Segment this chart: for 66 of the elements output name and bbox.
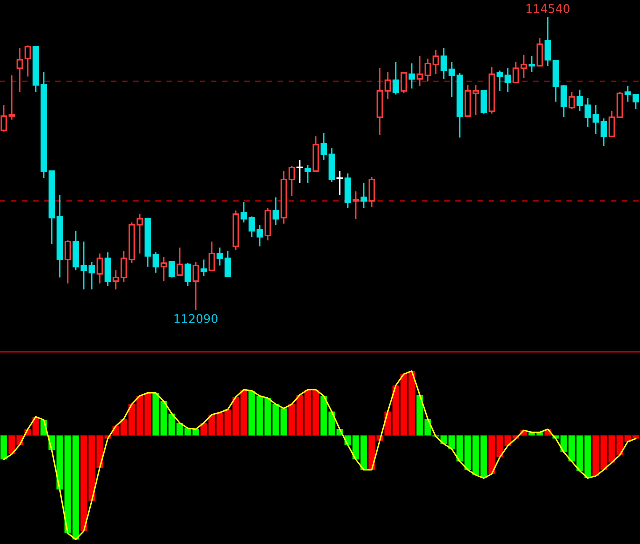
- candlestick: [160, 256, 168, 282]
- candlestick: [360, 182, 368, 210]
- candlestick: [416, 56, 424, 88]
- candlestick: [224, 250, 232, 278]
- candlestick: [176, 247, 184, 276]
- candlestick: [440, 47, 448, 80]
- candlestick: [304, 164, 312, 184]
- candlestick: [560, 84, 568, 118]
- candlestick: [520, 54, 528, 79]
- candlestick: [336, 170, 344, 196]
- candlestick: [472, 84, 480, 116]
- candlestick: [576, 89, 584, 112]
- candlestick: [192, 261, 200, 310]
- candlestick: [424, 58, 432, 82]
- candlestick: [528, 56, 536, 73]
- candlestick: [16, 47, 24, 94]
- candlestick: [216, 247, 224, 266]
- candlestick: [288, 166, 296, 198]
- candlestick: [0, 104, 8, 133]
- candlestick: [112, 270, 120, 290]
- candlestick: [368, 176, 376, 208]
- candlestick: [448, 62, 456, 98]
- candlestick: [584, 98, 592, 128]
- text: 112090: [174, 314, 218, 324]
- candlestick: [592, 104, 600, 135]
- candlestick: [248, 216, 256, 238]
- candlestick: [344, 172, 352, 210]
- candlestick: [64, 240, 72, 284]
- candlestick: [168, 261, 176, 278]
- bar: [0, 436, 8, 460]
- candlestick: [96, 253, 104, 284]
- candlestick: [88, 261, 96, 290]
- candlestick: [24, 45, 32, 78]
- candlestick: [208, 241, 216, 272]
- candlestick: [392, 62, 400, 96]
- candlestick: [544, 17, 552, 67]
- candlestick: [240, 202, 248, 224]
- candlestick: [608, 110, 616, 138]
- candlestick: [152, 252, 160, 274]
- candlestick: [400, 72, 408, 94]
- candlestick: [632, 94, 640, 110]
- candlestick: [296, 160, 304, 184]
- candlestick: [320, 132, 328, 162]
- candlestick: [80, 241, 88, 290]
- candlestick: [512, 62, 520, 84]
- candlestick: [352, 190, 360, 220]
- candlestick: [624, 86, 632, 103]
- candlestick: [184, 262, 192, 287]
- candlestick: [480, 90, 488, 115]
- candlestick: [256, 224, 264, 248]
- candlestick: [200, 259, 208, 278]
- candlestick: [272, 196, 280, 226]
- candlestick: [8, 74, 16, 121]
- candlestick: [616, 92, 624, 118]
- candlestick: [408, 62, 416, 90]
- candlestick: [432, 50, 440, 76]
- candlestick: [496, 70, 504, 92]
- candlestick: [536, 38, 544, 67]
- candlestick: [120, 250, 128, 284]
- text: 114540: [526, 4, 570, 14]
- candlestick: [600, 118, 608, 147]
- candlestick: [568, 92, 576, 110]
- candlestick: [104, 252, 112, 287]
- candlestick: [136, 214, 144, 254]
- candlestick: [504, 68, 512, 94]
- candlestick: [384, 71, 392, 100]
